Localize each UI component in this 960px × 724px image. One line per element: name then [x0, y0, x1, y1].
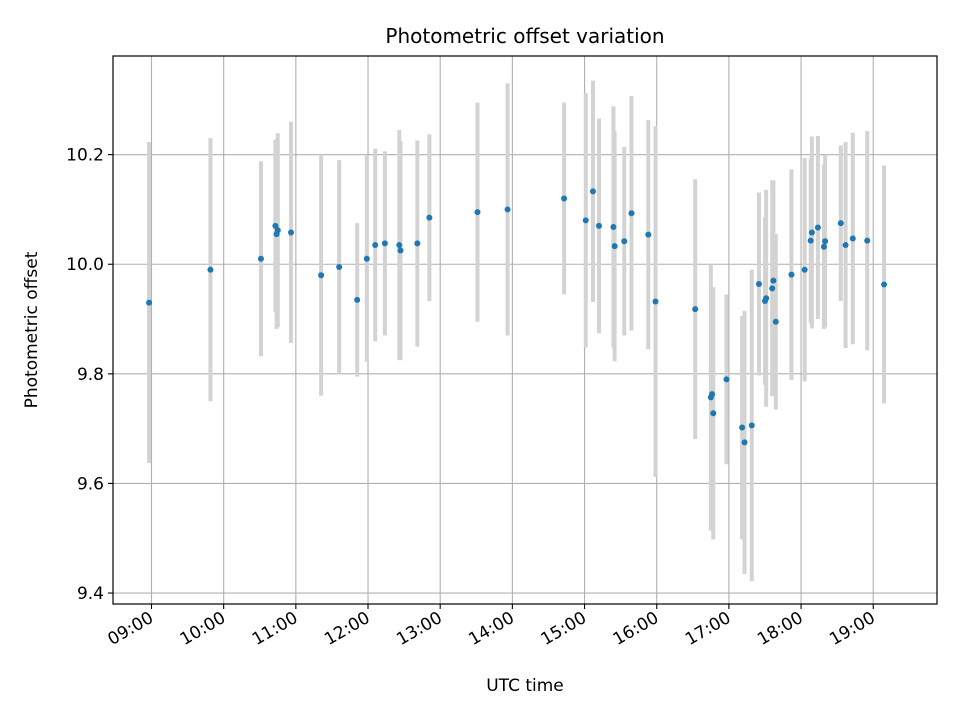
y-tick-label: 10.2 [66, 146, 104, 166]
data-point [610, 223, 617, 230]
data-point [372, 242, 379, 249]
data-point [611, 243, 618, 250]
data-point [822, 238, 829, 245]
data-point [582, 217, 589, 224]
data-point [589, 188, 596, 195]
data-points [146, 188, 888, 446]
data-point [814, 224, 821, 231]
data-point [842, 242, 849, 249]
data-point [336, 263, 343, 270]
data-point [864, 237, 871, 244]
data-point [474, 209, 481, 216]
data-point [414, 240, 421, 247]
chart-title: Photometric offset variation [385, 24, 664, 48]
data-point [755, 280, 762, 287]
plot-frame [112, 55, 938, 605]
data-point [723, 376, 730, 383]
data-point [288, 229, 295, 236]
data-point [741, 439, 748, 446]
data-point [807, 237, 814, 244]
data-point [820, 243, 827, 250]
data-point [595, 222, 602, 229]
y-tick-label: 10.0 [66, 255, 104, 275]
data-point [645, 231, 652, 238]
y-axis-label: Photometric offset [22, 251, 42, 408]
y-tick-label: 9.4 [77, 584, 104, 604]
data-point [808, 229, 815, 236]
data-point [881, 281, 888, 288]
data-point [207, 266, 214, 273]
data-point [397, 247, 404, 254]
data-point [621, 238, 628, 245]
data-point [354, 296, 361, 303]
data-point [396, 242, 403, 249]
data-point [769, 285, 776, 292]
data-point [274, 227, 281, 234]
data-point [801, 266, 808, 273]
data-point [561, 195, 568, 202]
y-axis-ticks: 9.4 9.6 9.8 10.0 10.2 [66, 146, 113, 604]
data-point [772, 318, 779, 325]
data-point [763, 295, 770, 302]
data-point [257, 255, 264, 262]
y-tick-label: 9.6 [77, 474, 104, 494]
data-point [426, 214, 433, 221]
data-point [739, 424, 746, 431]
data-point [710, 410, 717, 417]
y-tick-label: 9.8 [77, 365, 104, 385]
data-point [363, 255, 370, 262]
data-point [504, 206, 511, 213]
data-point [849, 235, 856, 242]
data-point [381, 240, 388, 247]
data-point [272, 222, 279, 229]
data-point [837, 220, 844, 227]
data-point [788, 271, 795, 278]
data-point [770, 277, 777, 284]
x-axis-label: UTC time [486, 676, 564, 696]
data-point [652, 298, 659, 305]
data-point [146, 299, 153, 306]
data-point [748, 422, 755, 429]
data-point [692, 306, 699, 313]
data-point [628, 210, 635, 217]
data-point [709, 391, 716, 398]
data-point [318, 272, 325, 279]
